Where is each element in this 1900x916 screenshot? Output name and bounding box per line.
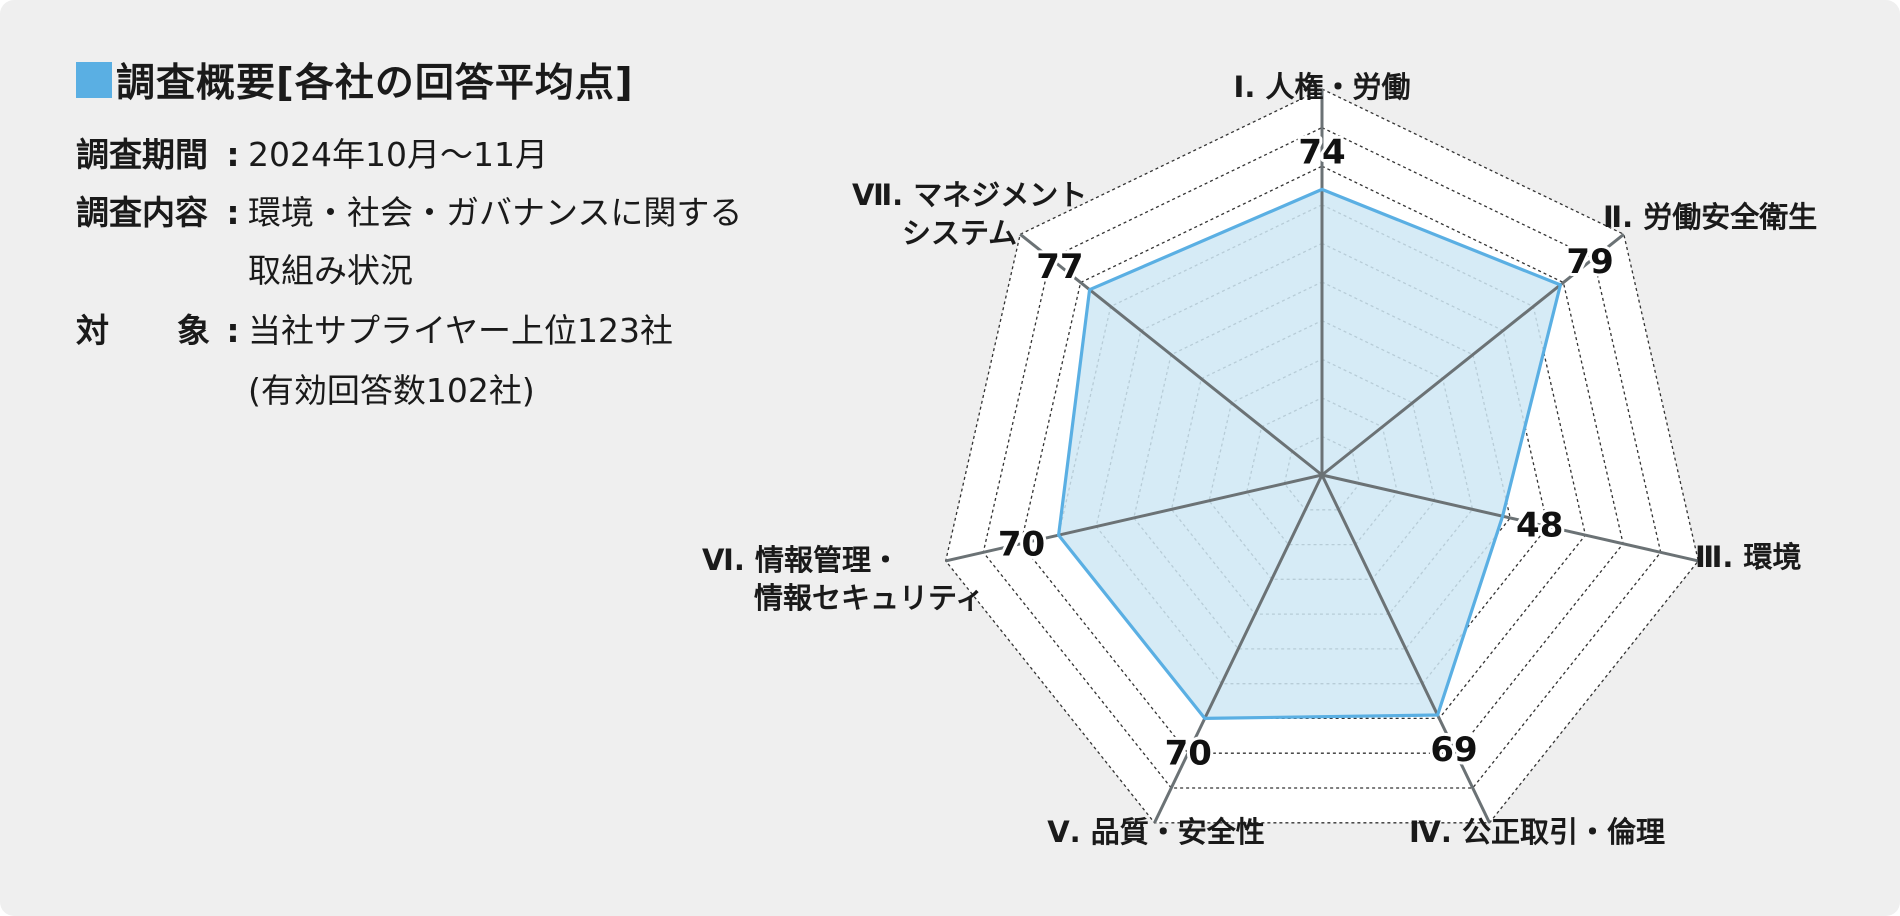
axis-label-line: Ⅴ. 品質・安全性	[1047, 815, 1265, 849]
radar-value-label: 48	[1516, 506, 1563, 546]
radar-axis-spoke	[1320, 474, 1491, 824]
radar-value-label: 69	[1430, 730, 1477, 770]
survey-content-colon: :	[226, 193, 240, 232]
radar-axis-spoke	[1019, 233, 1323, 477]
survey-content-row: 調査内容: 環境・社会・ガバナンスに関する	[76, 184, 742, 242]
overview-title: 調査概要[各社の回答平均点]	[116, 61, 634, 106]
axis-label-line: Ⅲ. 環境	[1695, 540, 1802, 574]
radar-series-area	[1058, 189, 1561, 719]
radar-value-label: 79	[1566, 242, 1613, 282]
radar-value-label: 77	[1036, 247, 1083, 287]
radar-axis-spoke	[1153, 474, 1324, 824]
axis-label-management-system: Ⅶ. マネジメント システム	[852, 176, 1087, 252]
survey-target-colon: :	[226, 311, 240, 350]
radar-axis-spoke	[1321, 473, 1699, 563]
axis-label-information-security: Ⅵ. 情報管理・ 情報セキュリティ	[702, 541, 984, 617]
survey-period-value: 2024年10月〜11月	[248, 135, 548, 174]
radar-grid-ring	[1020, 165, 1624, 754]
radar-axis-spoke	[1321, 233, 1625, 477]
radar-axis-spoke	[945, 473, 1323, 563]
axis-label-line: Ⅵ. 情報管理・	[702, 543, 900, 577]
axis-label-line: Ⅳ. 公正取引・倫理	[1409, 815, 1665, 849]
square-marker-icon	[76, 62, 112, 98]
survey-target-label: 対象	[76, 311, 278, 350]
radar-grid-ring	[982, 126, 1662, 789]
axis-label-line: Ⅶ. マネジメント	[852, 178, 1088, 212]
radar-value-label: 70	[998, 525, 1045, 565]
survey-content-continuation: 取組み状況	[248, 251, 413, 290]
survey-target-row: 対象: 当社サプライヤー上位123社	[76, 302, 673, 360]
survey-period-colon: :	[226, 135, 240, 174]
radar-spokes	[945, 89, 1699, 824]
axis-label-line: 情報セキュリティ	[754, 581, 985, 615]
radar-value-labels: 74 79 48 69 70 70 77	[995, 129, 1617, 776]
axis-label-line: Ⅱ. 労働安全衛生	[1603, 200, 1818, 234]
radar-value-label: 70	[1165, 734, 1212, 774]
radar-value-label: 74	[1298, 132, 1345, 172]
survey-content-value: 環境・社会・ガバナンスに関する	[248, 193, 743, 232]
survey-period-label: 調査期間	[76, 135, 208, 174]
radar-grid-ring	[944, 88, 1700, 824]
axis-label-environment: Ⅲ. 環境	[1695, 538, 1802, 576]
axis-label-human-rights: Ⅰ. 人権・労働	[1234, 68, 1411, 106]
survey-content-label: 調査内容	[76, 193, 208, 232]
overview-heading: 調査概要[各社の回答平均点]	[76, 52, 634, 108]
radar-series	[1058, 189, 1561, 719]
axis-label-occupational-safety: Ⅱ. 労働安全衛生	[1603, 198, 1817, 236]
survey-period-row: 調査期間:2024年10月〜11月	[76, 126, 548, 184]
axis-label-line: システム	[902, 216, 1018, 250]
axis-label-fair-trade-ethics: Ⅳ. 公正取引・倫理	[1409, 813, 1665, 851]
axis-label-line: Ⅰ. 人権・労働	[1233, 70, 1411, 104]
survey-target-continuation: (有効回答数102社)	[248, 371, 535, 410]
radar-series-outline	[1056, 187, 1563, 721]
axis-label-quality-safety: Ⅴ. 品質・安全性	[1047, 813, 1265, 851]
survey-target-value: 当社サプライヤー上位123社	[248, 311, 673, 350]
